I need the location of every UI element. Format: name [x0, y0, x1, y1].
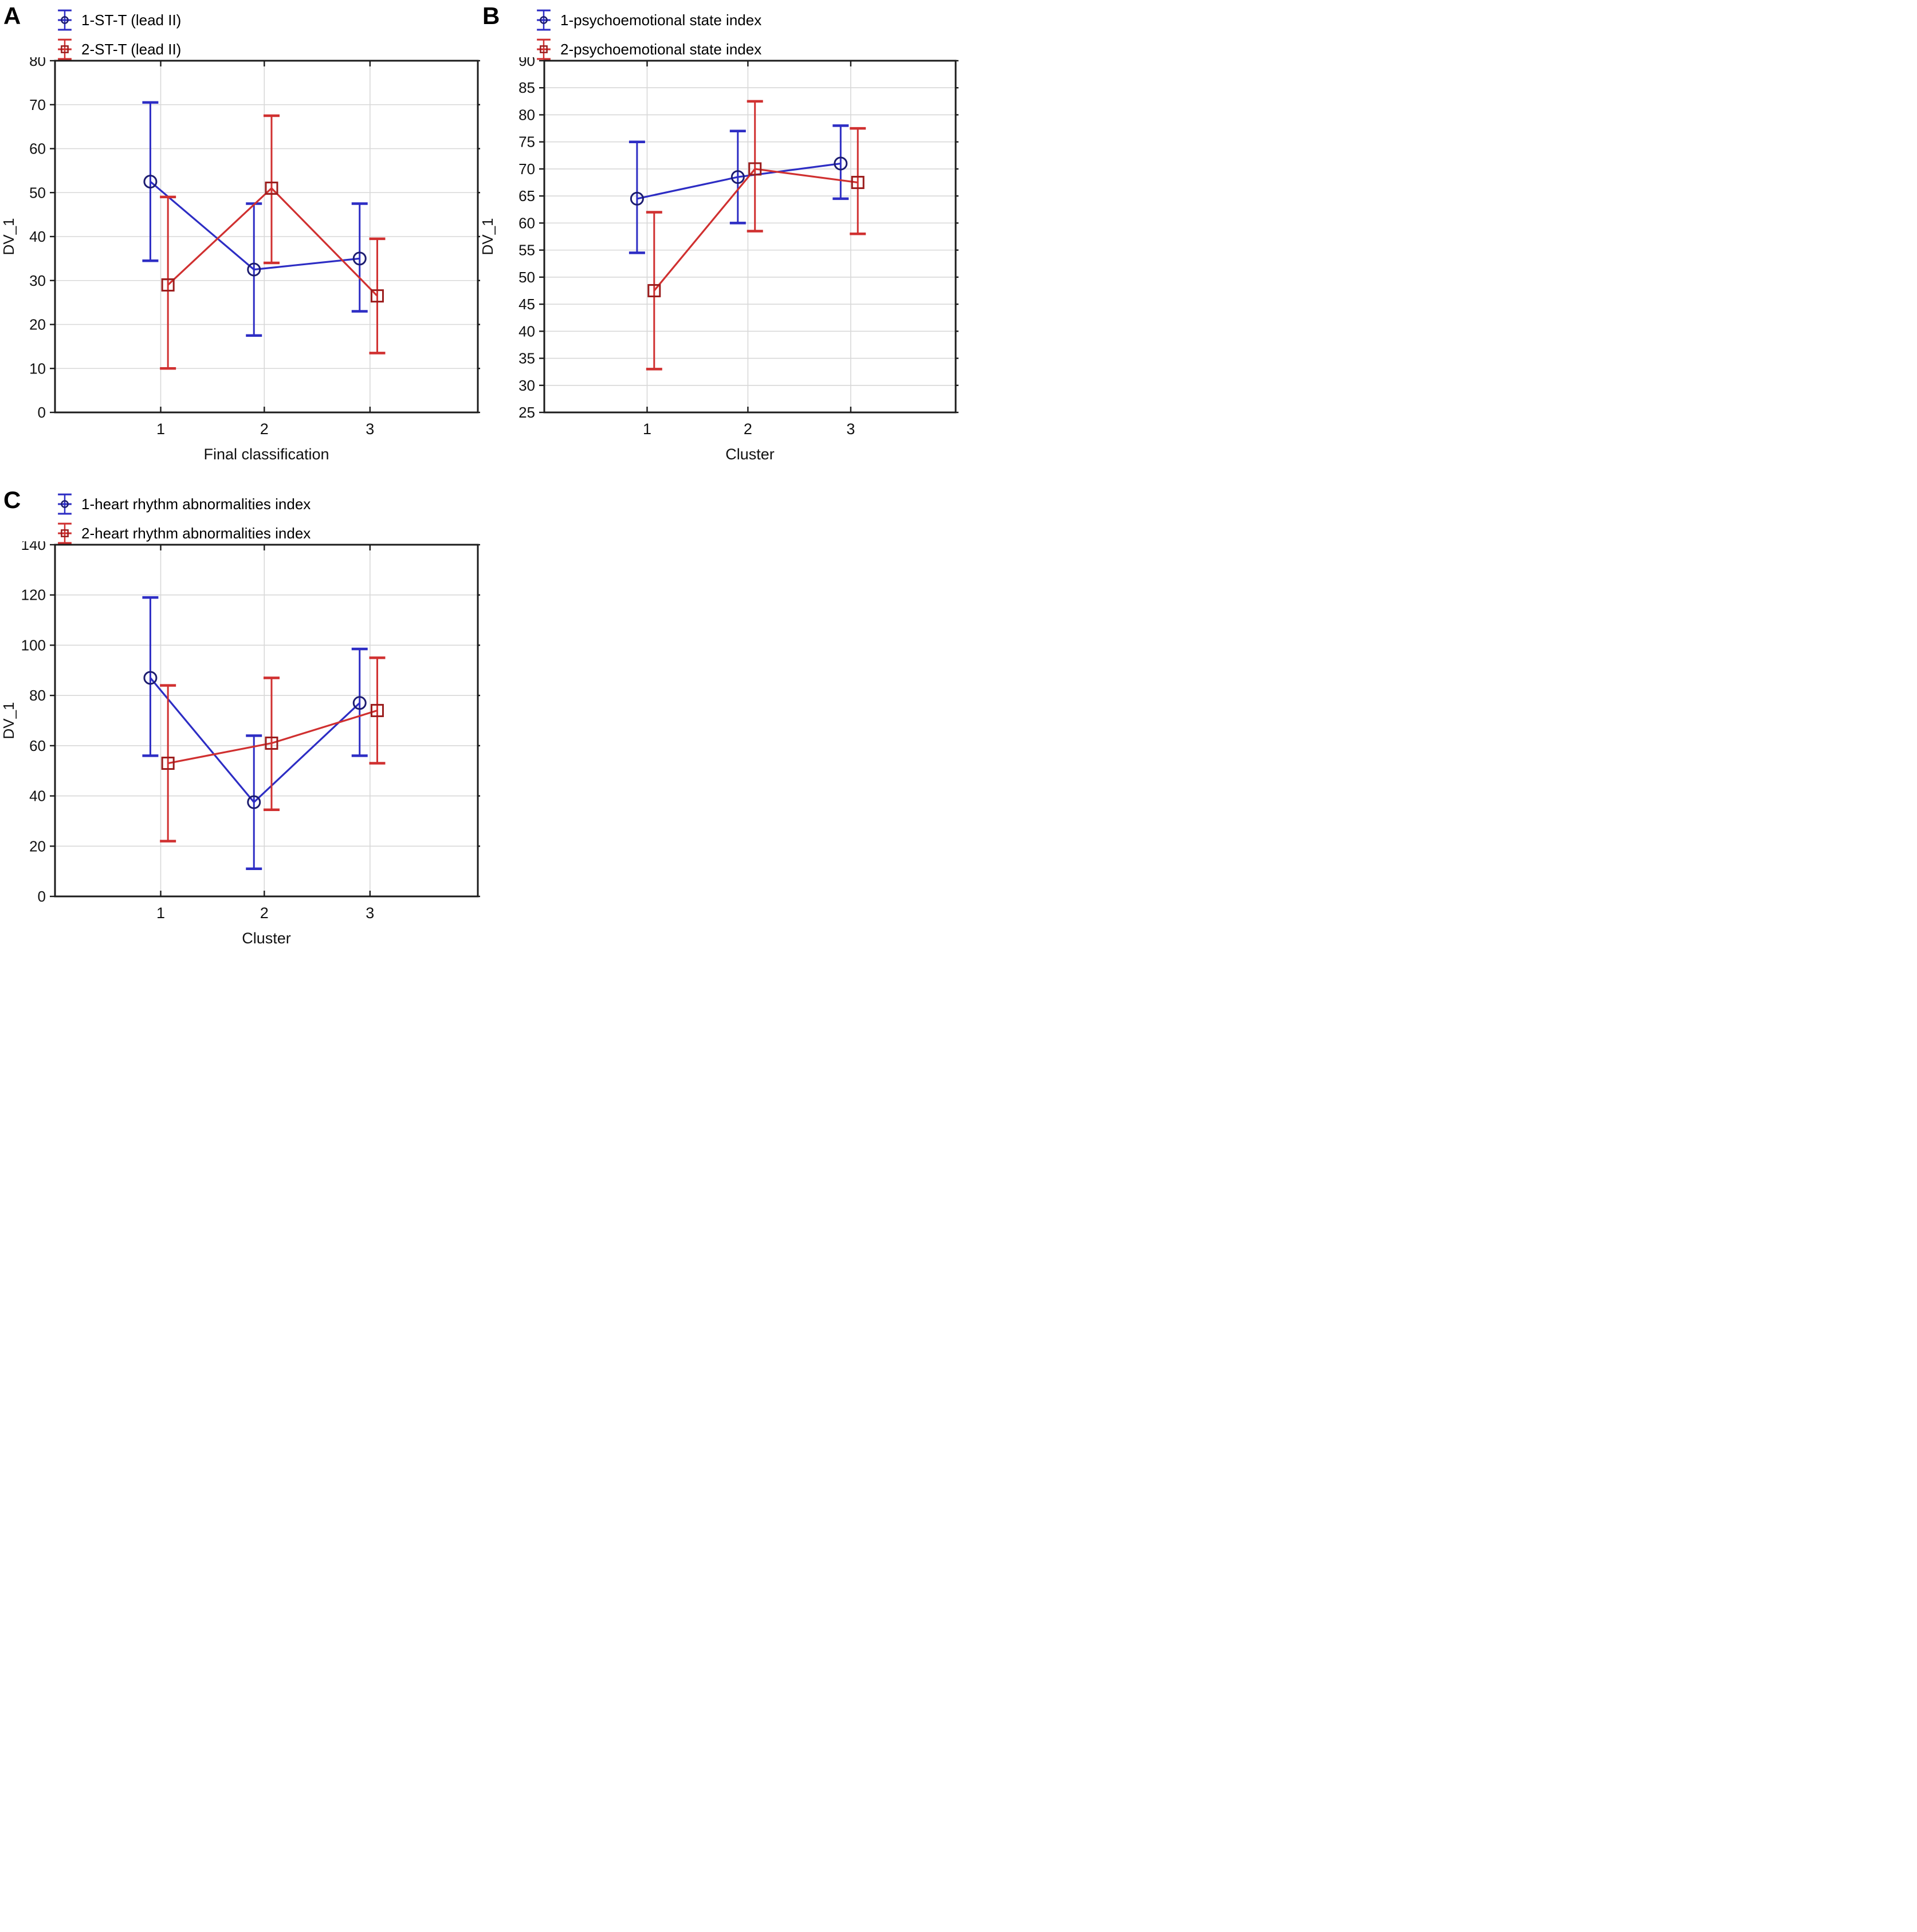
svg-text:35: 35 [518, 350, 535, 367]
svg-text:80: 80 [29, 687, 46, 704]
svg-text:Final classification: Final classification [203, 446, 329, 463]
legend-series1-label: 1-ST-T (lead II) [81, 11, 182, 29]
legend-series2-errorbar-square-icon [58, 522, 72, 544]
svg-text:0: 0 [38, 404, 46, 421]
panel-c: C 1-heart rhythm abnormalities index [0, 484, 480, 965]
svg-text:60: 60 [29, 737, 46, 754]
svg-text:1: 1 [156, 904, 165, 922]
svg-text:85: 85 [518, 79, 535, 96]
svg-text:20: 20 [29, 316, 46, 333]
legend-item: 1-psychoemotional state index [535, 7, 761, 33]
svg-text:Cluster: Cluster [242, 930, 291, 947]
svg-text:140: 140 [21, 541, 46, 553]
legend-series1-errorbar-circle-icon [58, 493, 72, 515]
svg-text:120: 120 [21, 587, 46, 604]
panel-a-label: A [3, 2, 21, 29]
svg-text:40: 40 [518, 322, 535, 340]
panel-b: B 1-psychoemotional state index [479, 0, 959, 481]
svg-text:30: 30 [29, 272, 46, 289]
svg-text:55: 55 [518, 242, 535, 259]
panel-a: A 1-ST-T (lead II) [0, 0, 480, 481]
svg-text:100: 100 [21, 636, 46, 654]
svg-text:10: 10 [29, 360, 46, 377]
legend-series2-label: 2-psychoemotional state index [560, 40, 762, 58]
svg-text:0: 0 [38, 888, 46, 905]
figure-page: A 1-ST-T (lead II) [0, 0, 959, 966]
legend-series1-label: 1-psychoemotional state index [560, 11, 762, 29]
svg-text:50: 50 [518, 269, 535, 286]
svg-text:3: 3 [366, 904, 374, 922]
svg-text:45: 45 [518, 296, 535, 313]
legend-series1-errorbar-circle-icon [537, 9, 551, 31]
svg-text:50: 50 [29, 184, 46, 201]
panel-b-legend: 1-psychoemotional state index 2-psychoem… [535, 7, 761, 62]
legend-series2-label: 2-ST-T (lead II) [81, 40, 182, 58]
panel-b-plot: 25 30 35 40 45 50 55 60 65 70 75 80 85 90 1 2 3 Cluster DV… [479, 57, 959, 463]
svg-text:Cluster: Cluster [725, 446, 775, 463]
svg-text:2: 2 [260, 420, 269, 438]
svg-text:80: 80 [518, 106, 535, 123]
panel-a-legend: 1-ST-T (lead II) 2-ST-T (lead II) [56, 7, 181, 62]
panel-c-label: C [3, 486, 21, 513]
legend-item: 1-heart rhythm abnormalities index [56, 491, 311, 517]
svg-text:65: 65 [518, 187, 535, 204]
svg-text:DV_1: DV_1 [479, 218, 496, 255]
svg-text:DV_1: DV_1 [0, 702, 17, 739]
svg-text:80: 80 [29, 57, 46, 69]
svg-text:3: 3 [846, 420, 855, 438]
legend-item: 1-ST-T (lead II) [56, 7, 181, 33]
legend-item: 2-heart rhythm abnormalities index [56, 520, 311, 546]
svg-text:70: 70 [29, 96, 46, 113]
svg-text:2: 2 [744, 420, 752, 438]
svg-text:60: 60 [518, 214, 535, 231]
legend-item: 2-ST-T (lead II) [56, 36, 181, 62]
svg-text:30: 30 [518, 377, 535, 394]
legend-series2-errorbar-square-icon [58, 38, 72, 60]
svg-text:2: 2 [260, 904, 269, 922]
svg-text:40: 40 [29, 788, 46, 805]
legend-series1-errorbar-circle-icon [58, 9, 72, 31]
legend-series1-label: 1-heart rhythm abnormalities index [81, 495, 311, 513]
panel-a-plot: 0 10 20 30 40 50 60 70 80 1 2 3 Final classification… [0, 57, 480, 463]
legend-series2-errorbar-square-icon [537, 38, 551, 60]
legend-item: 2-psychoemotional state index [535, 36, 761, 62]
panel-c-legend: 1-heart rhythm abnormalities index 2-hea… [56, 491, 311, 546]
panel-c-plot: 0 20 40 60 80 100 120 140 1 2 3 Cluster DV_1 [0, 541, 480, 947]
svg-text:20: 20 [29, 837, 46, 855]
svg-text:90: 90 [518, 57, 535, 69]
svg-text:1: 1 [156, 420, 165, 438]
svg-text:25: 25 [518, 404, 535, 421]
panel-b-label: B [482, 2, 500, 29]
svg-text:3: 3 [366, 420, 374, 438]
svg-text:70: 70 [518, 160, 535, 178]
svg-text:1: 1 [643, 420, 651, 438]
svg-text:40: 40 [29, 228, 46, 245]
svg-text:60: 60 [29, 140, 46, 158]
svg-text:75: 75 [518, 133, 535, 151]
svg-text:DV_1: DV_1 [0, 218, 17, 255]
legend-series2-label: 2-heart rhythm abnormalities index [81, 524, 311, 542]
